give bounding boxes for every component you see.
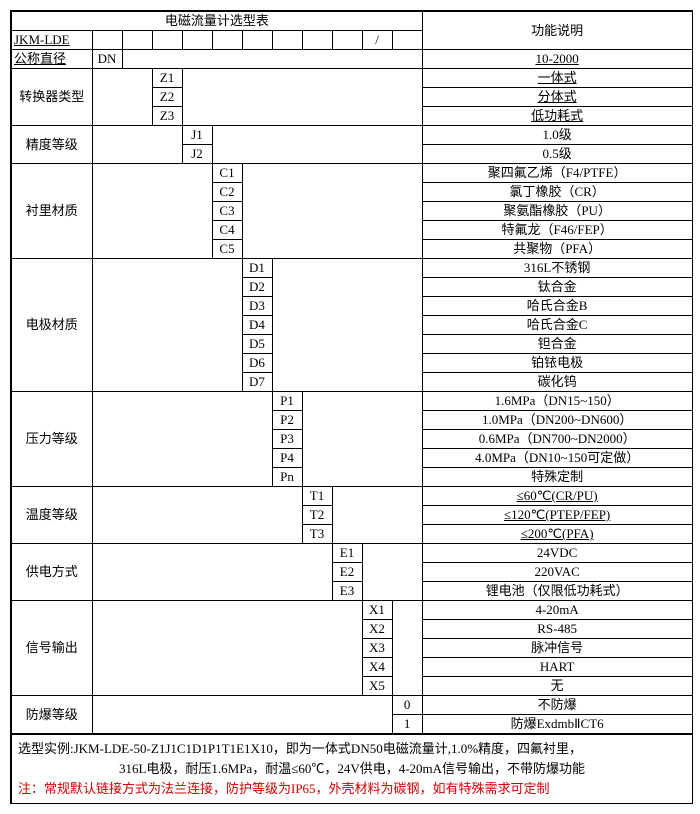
desc-cell: 聚氨酯橡胶（PU） <box>422 202 692 221</box>
desc-cell: 脉冲信号 <box>422 639 692 658</box>
desc-cell: 钛合金 <box>422 278 692 297</box>
desc-cell: 一体式 <box>422 69 692 88</box>
footer-notes: 选型实例:JKM-LDE-50-Z1J1C1D1P1T1E1X10，即为一体式D… <box>12 734 692 803</box>
row-label: 防爆等级 <box>12 696 92 734</box>
desc-cell: 24VDC <box>422 544 692 563</box>
desc-cell: 防爆ExdmbⅡCT6 <box>422 715 692 734</box>
row-label: 供电方式 <box>12 544 92 601</box>
table-title: 电磁流量计选型表 <box>12 12 422 31</box>
row-label: 衬里材质 <box>12 164 92 259</box>
desc-cell: 10-2000 <box>422 50 692 69</box>
desc-cell: ≤60℃(CR/PU) <box>422 487 692 506</box>
example-line2: 316L电极，耐压1.6MPa，耐温≤60℃，24V供电，4-20mA信号输出，… <box>18 759 686 779</box>
desc-cell: 4.0MPa（DN10~150可定做） <box>422 449 692 468</box>
desc-cell: 特氟龙（F46/FEP） <box>422 221 692 240</box>
desc-cell: 316L不锈钢 <box>422 259 692 278</box>
example-line1: 选型实例:JKM-LDE-50-Z1J1C1D1P1T1E1X10，即为一体式D… <box>18 739 686 759</box>
desc-cell: 220VAC <box>422 563 692 582</box>
desc-cell: 1.6MPa（DN15~150） <box>422 392 692 411</box>
desc-cell: RS-485 <box>422 620 692 639</box>
desc-cell: 无 <box>422 677 692 696</box>
desc-cell: 共聚物（PFA） <box>422 240 692 259</box>
model-code: JKM-LDE <box>12 31 92 50</box>
spec-table: 电磁流量计选型表功能说明JKM-LDE/公称直径DN10-2000转换器类型Z1… <box>12 12 693 734</box>
row-label: 信号输出 <box>12 601 92 696</box>
desc-cell: 铂铱电极 <box>422 354 692 373</box>
desc-cell: ≤120℃(PTEP/FEP) <box>422 506 692 525</box>
desc-cell: 锂电池（仅限低功耗式） <box>422 582 692 601</box>
desc-cell: HART <box>422 658 692 677</box>
note-line: 注：常规默认链接方式为法兰连接，防护等级为IP65，外壳材料为碳钢，如有特殊需求… <box>18 779 686 799</box>
desc-cell: ≤200℃(PFA) <box>422 525 692 544</box>
desc-cell: 钽合金 <box>422 335 692 354</box>
desc-cell: 0.5级 <box>422 145 692 164</box>
desc-cell: 哈氏合金B <box>422 297 692 316</box>
desc-cell: 1.0级 <box>422 126 692 145</box>
desc-cell: 4-20mA <box>422 601 692 620</box>
desc-cell: 分体式 <box>422 88 692 107</box>
row-label: 公称直径 <box>12 50 92 69</box>
desc-cell: 低功耗式 <box>422 107 692 126</box>
desc-cell: 1.0MPa（DN200~DN600） <box>422 411 692 430</box>
desc-cell: 哈氏合金C <box>422 316 692 335</box>
row-label: 压力等级 <box>12 392 92 487</box>
desc-cell: 氯丁橡胶（CR） <box>422 183 692 202</box>
row-label: 温度等级 <box>12 487 92 544</box>
function-title: 功能说明 <box>422 12 692 50</box>
desc-cell: 0.6MPa（DN700~DN2000） <box>422 430 692 449</box>
row-label: 电极材质 <box>12 259 92 392</box>
selection-table: 电磁流量计选型表功能说明JKM-LDE/公称直径DN10-2000转换器类型Z1… <box>10 10 693 804</box>
desc-cell: 聚四氟乙烯（F4/PTFE） <box>422 164 692 183</box>
row-label: 精度等级 <box>12 126 92 164</box>
row-label: 转换器类型 <box>12 69 92 126</box>
desc-cell: 碳化钨 <box>422 373 692 392</box>
desc-cell: 特殊定制 <box>422 468 692 487</box>
desc-cell: 不防爆 <box>422 696 692 715</box>
